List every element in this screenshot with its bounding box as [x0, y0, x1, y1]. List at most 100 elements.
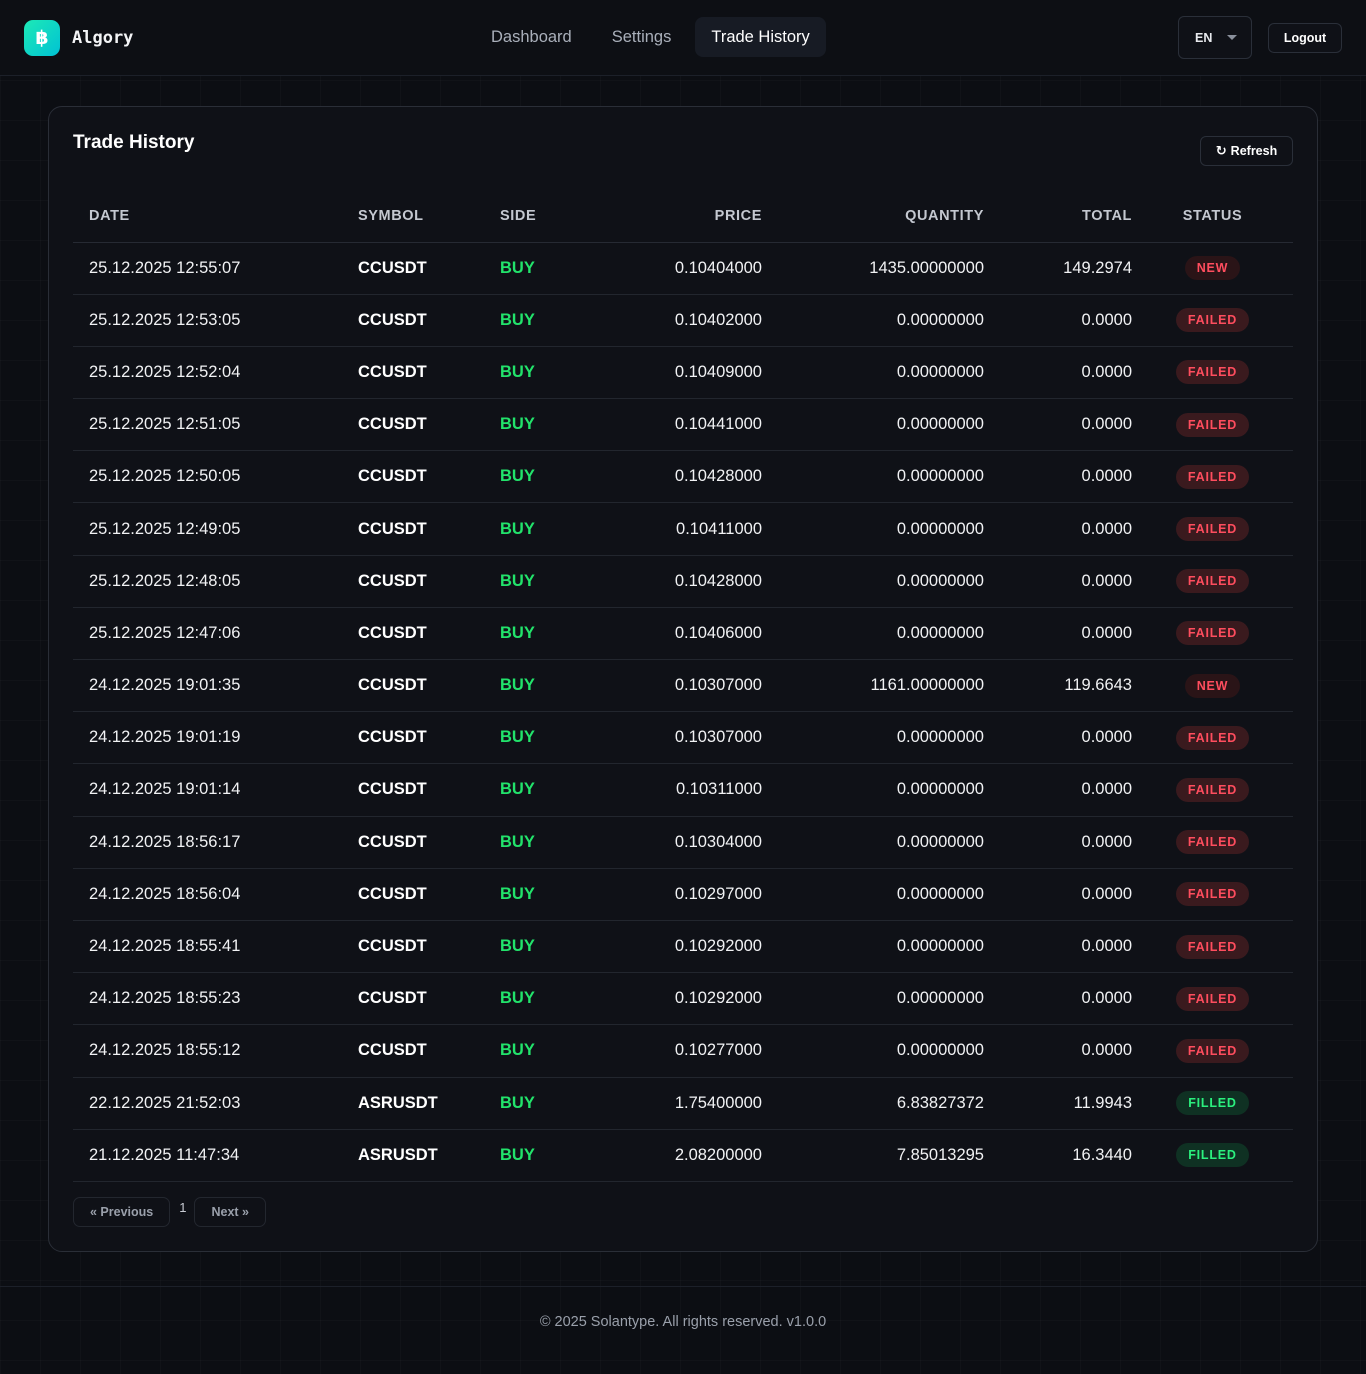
status-badge: FAILED [1175, 569, 1250, 594]
cell-status: FAILED [1132, 346, 1293, 400]
trade-history-table: DATE SYMBOL SIDE PRICE QUANTITY TOTAL ST… [73, 191, 1293, 1182]
table-row: 24.12.2025 19:01:19 CCUSDT BUY 0.10307000 0.… [73, 711, 1293, 765]
cell-status: FAILED [1132, 398, 1293, 452]
column-header-status: STATUS [1132, 191, 1293, 243]
cell-total: 11.9943 [984, 1077, 1132, 1130]
table-row: 24.12.2025 18:56:17 CCUSDT BUY 0.10304000 0.… [73, 816, 1293, 869]
cell-price: 0.10409000 [582, 346, 762, 400]
cell-status: FAILED [1132, 555, 1293, 608]
cell-status: FAILED [1132, 1024, 1293, 1078]
cell-date: 22.12.2025 21:52:03 [73, 1077, 358, 1130]
cell-date: 25.12.2025 12:53:05 [73, 294, 358, 347]
status-badge: FAILED [1175, 308, 1250, 333]
cell-total: 0.0000 [984, 294, 1132, 347]
language-value: EN [1195, 30, 1213, 45]
cell-side: BUY [500, 868, 582, 921]
cell-side: BUY [500, 450, 582, 504]
cell-symbol: CCUSDT [358, 555, 500, 608]
table-row: 25.12.2025 12:48:05 CCUSDT BUY 0.10428000 0.… [73, 555, 1293, 608]
cell-quantity: 0.00000000 [762, 294, 984, 347]
status-badge: FILLED [1176, 1143, 1249, 1168]
page-title: Trade History [73, 132, 195, 153]
table-row: 25.12.2025 12:47:06 CCUSDT BUY 0.10406000 0.… [73, 607, 1293, 661]
brand-logo[interactable]: ฿ Algory [24, 20, 133, 56]
table-row: 22.12.2025 21:52:03 ASRUSDT BUY 1.75400000 6… [73, 1077, 1293, 1130]
cell-quantity: 0.00000000 [762, 1024, 984, 1078]
column-header-total: TOTAL [984, 191, 1132, 243]
cell-total: 0.0000 [984, 502, 1132, 556]
table-row: 24.12.2025 19:01:14 CCUSDT BUY 0.10311000 0.… [73, 763, 1293, 817]
status-badge: FAILED [1175, 777, 1250, 802]
brand-name: Algory [72, 28, 134, 48]
cell-date: 25.12.2025 12:48:05 [73, 555, 358, 608]
status-badge: FILLED [1176, 1091, 1249, 1116]
bitcoin-logo-icon: ฿ [24, 20, 60, 56]
nav-dashboard[interactable]: Dashboard [491, 28, 572, 46]
column-header-side: SIDE [500, 191, 582, 243]
cell-date: 25.12.2025 12:47:06 [73, 607, 358, 661]
table-row: 24.12.2025 19:01:35 CCUSDT BUY 0.10307000 11… [73, 659, 1293, 713]
status-badge: FAILED [1175, 621, 1250, 646]
cell-symbol: CCUSDT [358, 1024, 500, 1078]
cell-status: FAILED [1132, 711, 1293, 765]
cell-total: 119.6643 [984, 659, 1132, 713]
table-header-row: DATE SYMBOL SIDE PRICE QUANTITY TOTAL ST… [73, 191, 1293, 243]
cell-price: 0.10428000 [582, 555, 762, 608]
cell-total: 0.0000 [984, 763, 1132, 817]
logout-button[interactable]: Logout [1268, 23, 1342, 53]
cell-quantity: 0.00000000 [762, 816, 984, 869]
status-badge: FAILED [1175, 412, 1250, 437]
column-header-quantity: QUANTITY [762, 191, 984, 243]
cell-date: 24.12.2025 18:55:12 [73, 1024, 358, 1078]
cell-date: 25.12.2025 12:50:05 [73, 450, 358, 504]
table-row: 25.12.2025 12:51:05 CCUSDT BUY 0.10441000 0.… [73, 398, 1293, 452]
column-header-symbol: SYMBOL [358, 191, 500, 243]
cell-quantity: 0.00000000 [762, 346, 984, 400]
cell-symbol: ASRUSDT [358, 1077, 500, 1130]
cell-price: 1.75400000 [582, 1077, 762, 1130]
cell-quantity: 0.00000000 [762, 502, 984, 556]
status-badge: FAILED [1175, 882, 1250, 907]
nav-trade-history[interactable]: Trade History [695, 17, 826, 57]
next-page-button[interactable]: Next » [194, 1197, 266, 1227]
cell-quantity: 0.00000000 [762, 711, 984, 765]
refresh-button[interactable]: ↻ Refresh [1200, 136, 1293, 166]
cell-date: 25.12.2025 12:52:04 [73, 346, 358, 400]
cell-symbol: CCUSDT [358, 502, 500, 556]
cell-symbol: CCUSDT [358, 711, 500, 765]
cell-quantity: 6.83827372 [762, 1077, 984, 1130]
pagination: « Previous 1 Next » [73, 1197, 266, 1227]
status-badge: NEW [1184, 256, 1241, 281]
refresh-icon: ↻ [1215, 143, 1227, 159]
page-footer: © 2025 Solantype. All rights reserved. v… [0, 1286, 1366, 1374]
cell-total: 0.0000 [984, 711, 1132, 765]
table-row: 24.12.2025 18:55:12 CCUSDT BUY 0.10277000 0.… [73, 1024, 1293, 1078]
cell-quantity: 0.00000000 [762, 450, 984, 504]
cell-side: BUY [500, 816, 582, 869]
cell-side: BUY [500, 555, 582, 608]
cell-quantity: 0.00000000 [762, 868, 984, 921]
cell-status: FAILED [1132, 868, 1293, 921]
cell-price: 0.10404000 [582, 242, 762, 295]
cell-symbol: CCUSDT [358, 346, 500, 400]
cell-side: BUY [500, 1024, 582, 1078]
cell-date: 21.12.2025 11:47:34 [73, 1129, 358, 1182]
cell-status: FAILED [1132, 294, 1293, 347]
cell-date: 24.12.2025 18:55:41 [73, 920, 358, 974]
cell-side: BUY [500, 294, 582, 347]
table-row: 24.12.2025 18:55:41 CCUSDT BUY 0.10292000 0.… [73, 920, 1293, 974]
column-header-price: PRICE [582, 191, 762, 243]
status-badge: FAILED [1175, 464, 1250, 489]
refresh-label: Refresh [1230, 144, 1278, 158]
language-select[interactable]: EN [1178, 16, 1252, 59]
cell-status: NEW [1132, 242, 1293, 295]
previous-page-button[interactable]: « Previous [73, 1197, 171, 1227]
cell-symbol: CCUSDT [358, 607, 500, 661]
cell-status: NEW [1132, 659, 1293, 713]
cell-quantity: 0.00000000 [762, 398, 984, 452]
cell-status: FAILED [1132, 920, 1293, 974]
nav-settings[interactable]: Settings [611, 28, 672, 46]
table-row: 24.12.2025 18:56:04 CCUSDT BUY 0.10297000 0.… [73, 868, 1293, 921]
cell-quantity: 0.00000000 [762, 607, 984, 661]
cell-total: 0.0000 [984, 346, 1132, 400]
